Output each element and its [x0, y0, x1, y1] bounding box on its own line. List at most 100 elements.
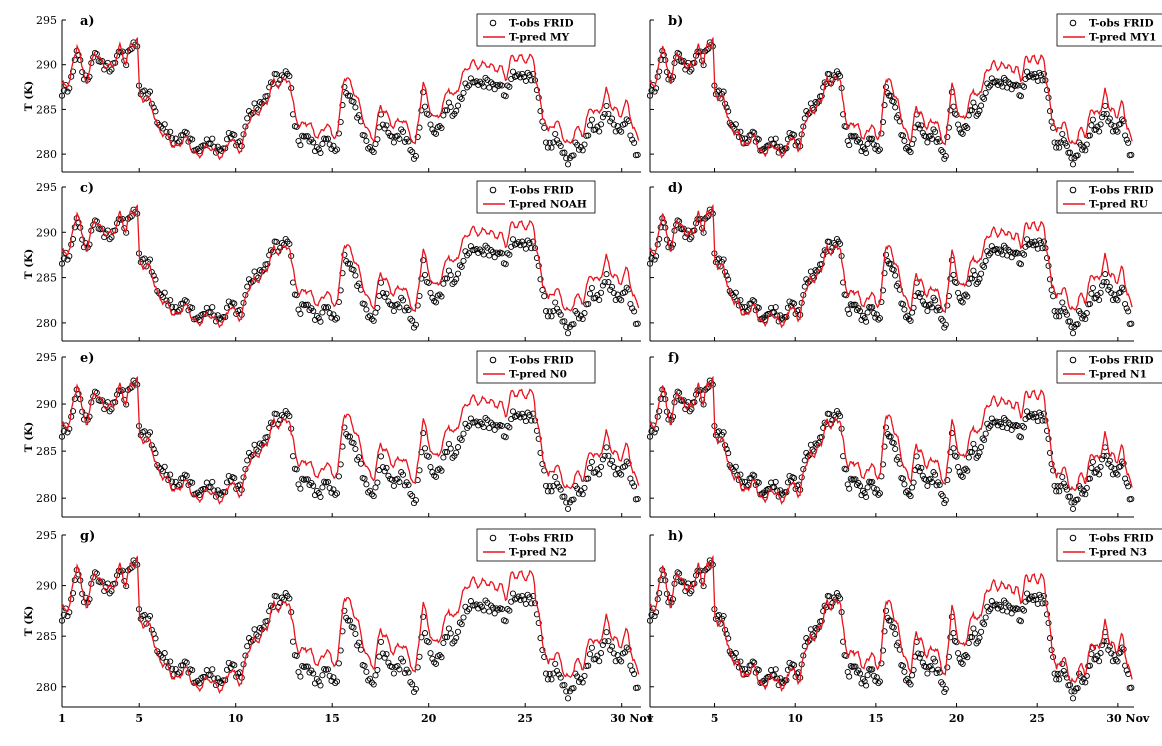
obs-point	[890, 440, 897, 447]
obs-point	[1068, 155, 1075, 162]
obs-point	[1023, 590, 1031, 597]
obs-point	[879, 287, 887, 294]
obs-point	[141, 611, 148, 618]
obs-point	[720, 88, 727, 95]
obs-point	[509, 236, 517, 243]
obs-point	[222, 145, 229, 152]
obs-point	[913, 453, 920, 460]
obs-point	[99, 225, 106, 232]
obs-point	[346, 433, 353, 440]
obs-point	[278, 412, 286, 419]
obs-point	[1020, 251, 1028, 258]
obs-point	[443, 449, 451, 456]
legend: T-obs FRID T-pred MY1	[1056, 13, 1162, 47]
obs-point	[653, 85, 660, 92]
obs-point	[869, 135, 876, 142]
obs-point	[899, 132, 906, 139]
obs-point	[519, 592, 526, 600]
obs-point	[66, 425, 73, 432]
obs-point	[993, 601, 1000, 608]
obs-point	[1115, 121, 1123, 128]
obs-point	[646, 617, 654, 624]
obs-point	[840, 111, 847, 118]
obs-point	[390, 307, 397, 315]
obs-point	[108, 234, 115, 241]
panel-c: 280 285 290 295 T (K) c) T-obs FRID T-pred NOAH	[23, 180, 641, 342]
obs-point	[962, 123, 969, 130]
obs-point	[1014, 422, 1021, 429]
obs-point	[1079, 490, 1086, 497]
obs-point	[304, 476, 311, 483]
series-predicted-line	[649, 375, 1133, 506]
obs-point	[60, 87, 67, 94]
obs-point	[1103, 279, 1110, 286]
obs-point	[608, 115, 616, 122]
obs-point	[256, 440, 264, 447]
obs-point	[755, 667, 762, 674]
obs-point	[875, 316, 882, 323]
obs-point	[431, 659, 438, 666]
obs-point	[570, 152, 577, 159]
obs-point	[646, 433, 654, 440]
obs-point	[1054, 670, 1061, 677]
obs-point	[361, 132, 368, 139]
obs-point	[476, 246, 484, 253]
obs-point	[260, 624, 267, 631]
obs-point	[480, 607, 487, 614]
obs-point	[456, 262, 463, 269]
obs-point	[478, 603, 485, 610]
obs-point	[1092, 126, 1100, 133]
obs-point	[892, 445, 899, 453]
obs-point	[1046, 635, 1054, 642]
obs-point	[1017, 618, 1024, 625]
obs-point	[475, 605, 482, 612]
obs-point	[214, 487, 221, 494]
obs-point	[599, 456, 606, 463]
obs-point	[902, 145, 910, 152]
obs-point	[688, 234, 695, 241]
obs-point	[526, 411, 533, 419]
obs-point	[856, 482, 864, 489]
legend-obs-marker	[489, 19, 497, 27]
obs-point	[546, 670, 553, 677]
obs-point	[273, 410, 280, 418]
obs-point	[333, 146, 341, 153]
obs-point	[909, 484, 916, 491]
obs-point	[1074, 496, 1081, 503]
obs-point	[852, 663, 859, 670]
obs-point	[1120, 460, 1127, 467]
obs-point	[922, 302, 929, 309]
obs-point	[982, 430, 989, 437]
obs-point	[363, 306, 370, 313]
obs-point	[504, 422, 511, 429]
panel-e: 280 285 290 295 T (K) e) T-obs FRID T-pred N0	[23, 350, 641, 518]
obs-point	[958, 472, 965, 479]
obs-point	[607, 460, 614, 467]
obs-point	[368, 679, 375, 686]
obs-point	[942, 685, 949, 693]
obs-point	[302, 663, 309, 670]
obs-point	[1083, 672, 1090, 679]
obs-point	[542, 308, 550, 315]
obs-point	[476, 418, 484, 426]
obs-point	[297, 310, 304, 317]
obs-point	[352, 445, 359, 453]
obs-point	[486, 84, 493, 91]
obs-point	[878, 130, 885, 137]
y-tick-label: 280	[36, 681, 57, 694]
obs-point	[1115, 464, 1123, 471]
obs-point	[304, 663, 311, 670]
obs-point	[141, 428, 148, 435]
obs-point	[791, 300, 798, 307]
obs-point	[231, 475, 238, 482]
obs-point	[216, 678, 223, 685]
obs-point	[1008, 86, 1015, 93]
obs-point	[317, 318, 324, 325]
legend-obs-label: T-obs FRID	[1089, 185, 1154, 197]
obs-point	[167, 658, 174, 665]
obs-point	[453, 107, 460, 114]
obs-point	[809, 446, 816, 453]
obs-point	[1097, 463, 1104, 470]
obs-point	[844, 306, 851, 313]
obs-point	[310, 670, 317, 677]
